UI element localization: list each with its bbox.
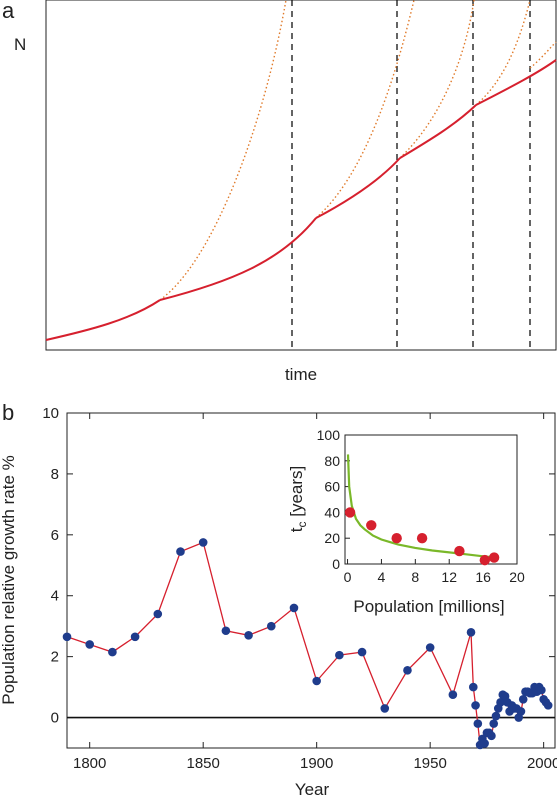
- growth-segment-2: [159, 217, 317, 301]
- panel-b-plot-frame: [66, 412, 556, 749]
- panel-a-ylabel: N: [14, 35, 26, 54]
- growth-segment-5: [475, 59, 557, 106]
- growth-rate-point: [198, 538, 208, 547]
- growth-rate-point: [480, 739, 489, 748]
- growth-rate-point: [466, 627, 476, 637]
- growth-rate-point: [448, 690, 458, 700]
- growth-rate-point: [487, 731, 496, 741]
- y-tick-label: 4: [51, 588, 59, 605]
- growth-rate-point: [62, 632, 72, 642]
- inset-x-tick-label: 0: [344, 569, 352, 585]
- x-tick-label: 1850: [186, 755, 219, 772]
- growth-rate-point: [289, 603, 299, 613]
- inset-data-point: [344, 507, 356, 518]
- panel-b-series: [62, 538, 553, 750]
- x-tick-label: 1950: [413, 755, 446, 772]
- inset-y-tick-label: 0: [332, 556, 340, 572]
- exponential-curve-5: [529, 41, 557, 69]
- inset-y-tick-label: 40: [324, 504, 340, 520]
- panel-a-plot-frame: [45, 0, 557, 351]
- y-tick-label: 6: [51, 527, 59, 544]
- growth-rate-point: [312, 676, 321, 686]
- panel-a-letter: a: [2, 0, 15, 23]
- inset-y-tick-label: 20: [324, 530, 340, 546]
- inset-data-point: [366, 520, 377, 531]
- inset-ylabel-sub: c: [295, 522, 309, 528]
- y-tick-label: 8: [51, 466, 59, 483]
- panel-a-growth-curve: [45, 59, 557, 341]
- inset-data-point: [479, 554, 491, 566]
- growth-rate-point: [491, 711, 501, 721]
- growth-rate-point: [518, 694, 528, 704]
- inset-chart: 0 20 40 60 80 100 0 4 8 12 16 20 Population [milli…: [287, 427, 525, 616]
- growth-rate-point: [468, 682, 478, 692]
- inset-data-point: [391, 533, 402, 544]
- growth-rate-point: [380, 704, 390, 713]
- inset-data-point: [488, 552, 500, 563]
- exponential-curve-4: [475, 0, 531, 106]
- inset-points: [344, 507, 500, 566]
- panel-a-exponential-curves: [159, 0, 557, 301]
- inset-x-tick-label: 16: [475, 569, 491, 585]
- x-tick-label: 1800: [73, 755, 106, 772]
- inset-ylabel-main: t: [287, 527, 306, 532]
- panel-b-y-axis: 0 2 4 6 8 10: [42, 405, 555, 727]
- y-tick-label: 0: [51, 710, 59, 727]
- inset-ylabel: tc [years]: [287, 466, 309, 532]
- inset-xlabel: Population [millions]: [353, 597, 504, 616]
- inset-y-tick-label: 80: [324, 453, 340, 469]
- inset-y-tick-label: 60: [324, 479, 340, 495]
- growth-rate-point: [537, 685, 546, 695]
- panel-a: a N time: [2, 0, 557, 384]
- x-tick-label: 2000: [527, 755, 557, 772]
- inset-x-tick-label: 8: [411, 569, 419, 585]
- growth-rate-point: [425, 643, 435, 652]
- panel-b-ylabel: Population relative growth rate %: [0, 455, 18, 704]
- inset-x-tick-label: 12: [441, 569, 457, 585]
- growth-segment-1: [45, 299, 161, 341]
- growth-rate-point: [473, 719, 483, 728]
- panel-b-x-axis: 1800 1850 1900 1950 2000: [73, 413, 557, 772]
- inset-x-tick-label: 4: [378, 569, 386, 585]
- growth-rate-point: [176, 547, 185, 556]
- growth-rate-point: [543, 701, 553, 710]
- growth-segment-3: [315, 157, 401, 219]
- panel-b-letter: b: [2, 400, 14, 425]
- growth-rate-point: [516, 707, 526, 716]
- panel-a-xlabel: time: [285, 365, 317, 384]
- panel-b-xlabel: Year: [295, 780, 330, 799]
- growth-rate-point: [357, 647, 367, 657]
- growth-rate-point: [335, 650, 344, 660]
- exponential-curve-2: [315, 0, 415, 219]
- growth-segment-4: [399, 104, 477, 159]
- inset-data-point: [454, 545, 465, 557]
- growth-rate-point: [108, 647, 117, 657]
- inset-y-tick-label: 100: [317, 427, 341, 443]
- x-tick-label: 1900: [300, 755, 333, 772]
- panel-a-vertical-lines: [291, 0, 531, 350]
- inset-ylabel-rest: [years]: [287, 466, 306, 522]
- growth-rate-point: [130, 632, 140, 642]
- growth-rate-point: [153, 609, 163, 619]
- growth-rate-point: [85, 640, 94, 649]
- growth-rate-point: [221, 626, 231, 636]
- growth-rate-point: [244, 631, 253, 640]
- y-tick-label: 10: [42, 405, 59, 422]
- exponential-curve-1: [159, 0, 287, 301]
- y-tick-label: 2: [51, 649, 59, 666]
- growth-rate-point: [496, 698, 505, 707]
- inset-data-point: [416, 533, 428, 544]
- growth-rate-point: [266, 621, 276, 631]
- inset-x-tick-label: 20: [509, 569, 525, 585]
- growth-rate-point: [471, 701, 480, 710]
- inset-x-axis: 0 4 8 12 16 20: [344, 559, 525, 585]
- inset-plot-frame: [344, 434, 518, 565]
- growth-rate-point: [489, 719, 499, 728]
- growth-rate-point: [403, 666, 412, 675]
